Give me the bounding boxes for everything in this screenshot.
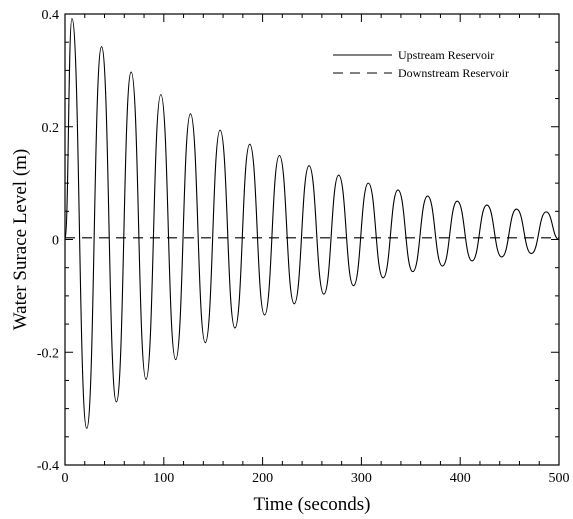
x-tick-label: 400 <box>450 471 471 486</box>
y-axis-title: Water Surace Level (m) <box>10 149 31 331</box>
labels-layer: 0 100 200 300 400 500 -0.4 -0.2 0 0.2 0.4 <box>37 8 570 486</box>
x-tick-label: 500 <box>549 471 570 486</box>
upstream-reservoir-line <box>64 17 560 429</box>
y-tick-label: -0.2 <box>37 346 59 361</box>
ticks-layer <box>64 13 560 466</box>
legend-label-upstream: Upstream Reservoir <box>398 48 494 62</box>
series-layer <box>64 17 560 429</box>
x-tick-label: 300 <box>351 471 372 486</box>
legend-label-downstream: Downstream Reservoir <box>398 66 509 80</box>
y-tick-label: 0.2 <box>42 121 60 136</box>
x-tick-label: 100 <box>153 471 174 486</box>
x-tick-label: 200 <box>252 471 273 486</box>
x-axis-title: Time (seconds) <box>254 494 371 515</box>
plot-frame <box>64 13 560 466</box>
y-tick-label: -0.4 <box>37 459 59 474</box>
y-tick-label: 0.4 <box>42 8 60 23</box>
x-tick-label: 0 <box>62 471 69 486</box>
legend: Upstream Reservoir Downstream Reservoir <box>333 48 509 80</box>
y-tick-label: 0 <box>52 234 59 249</box>
